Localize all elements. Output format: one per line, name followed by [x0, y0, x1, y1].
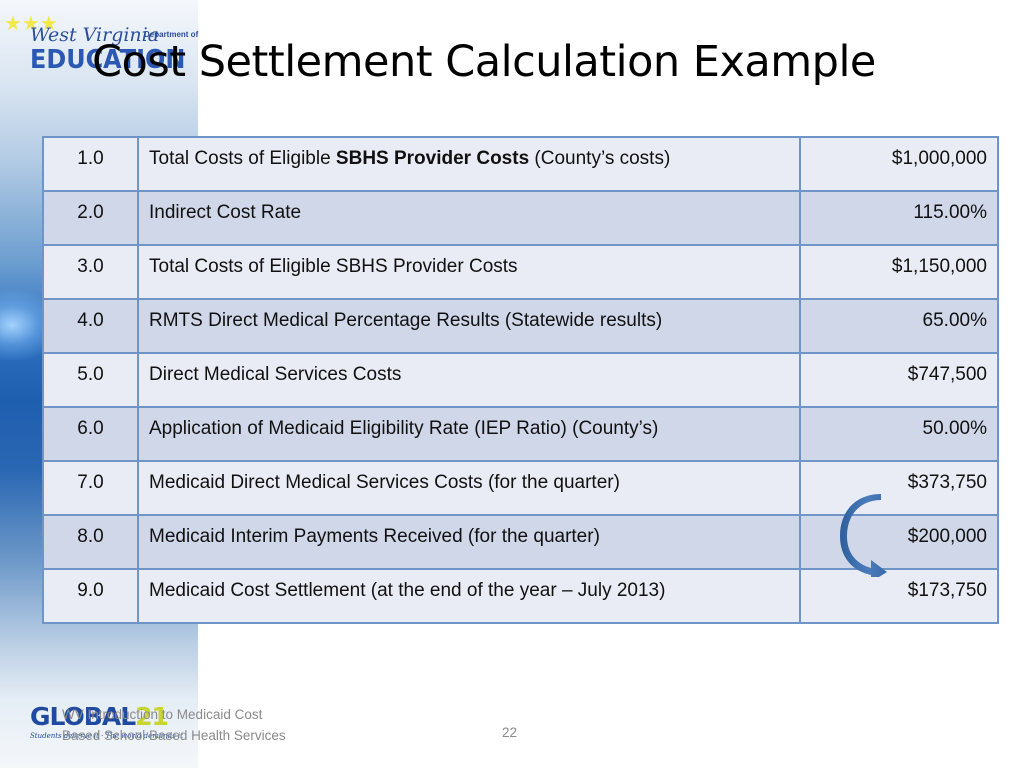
star-icon: ★★★: [4, 13, 58, 35]
table-row: 9.0 Medicaid Cost Settlement (at the end…: [42, 568, 999, 624]
table-row: 1.0 Total Costs of Eligible SBHS Provide…: [42, 136, 999, 192]
row-description: Medicaid Cost Settlement (at the end of …: [137, 568, 801, 624]
row-description: Medicaid Direct Medical Services Costs (…: [137, 460, 801, 516]
row-number: 9.0: [42, 568, 139, 624]
row-description: Indirect Cost Rate: [137, 190, 801, 246]
logo-edu-text: EDUCATION: [30, 45, 186, 75]
table-row: 5.0 Direct Medical Services Costs $747,5…: [42, 352, 999, 408]
logo-script-text: West Virginia: [30, 24, 160, 46]
row-value: $200,000: [799, 514, 999, 570]
row-description: RMTS Direct Medical Percentage Results (…: [137, 298, 801, 354]
curved-arrow-icon: [840, 494, 887, 577]
row-number: 7.0: [42, 460, 139, 516]
footer-text: WV Introduction to Medicaid Cost Based S…: [62, 707, 286, 743]
desc-prefix: Total Costs of Eligible: [149, 148, 336, 169]
row-value: 50.00%: [799, 406, 999, 462]
slide-title: Cost Settlement Calculation Example: [92, 37, 876, 87]
page-number: 22: [502, 725, 518, 740]
row-number: 5.0: [42, 352, 139, 408]
row-value: $747,500: [799, 352, 999, 408]
table-row: 6.0 Application of Medicaid Eligibility …: [42, 406, 999, 462]
row-description: Application of Medicaid Eligibility Rate…: [137, 406, 801, 462]
logo-word: GLOBAL: [30, 702, 136, 731]
table-row: 2.0 Indirect Cost Rate 115.00%: [42, 190, 999, 246]
table-row: 4.0 RMTS Direct Medical Percentage Resul…: [42, 298, 999, 354]
row-number: 6.0: [42, 406, 139, 462]
row-number: 4.0: [42, 298, 139, 354]
row-number: 3.0: [42, 244, 139, 300]
table-row: 7.0 Medicaid Direct Medical Services Cos…: [42, 460, 999, 516]
row-value: 115.00%: [799, 190, 999, 246]
row-value: $1,150,000: [799, 244, 999, 300]
row-description: Direct Medical Services Costs: [137, 352, 801, 408]
row-description: Total Costs of Eligible SBHS Provider Co…: [137, 244, 801, 300]
wv-education-logo: ★★★ West Virginia Department of EDUCATIO…: [4, 13, 198, 84]
logo-tagline: Students deserve it · The world demands …: [30, 732, 183, 740]
desc-suffix: (County’s costs): [529, 148, 671, 169]
row-value: 65.00%: [799, 298, 999, 354]
row-description: Total Costs of Eligible SBHS Provider Co…: [137, 136, 801, 192]
row-value: $373,750: [799, 460, 999, 516]
table-row: 8.0 Medicaid Interim Payments Received (…: [42, 514, 999, 570]
row-value: $173,750: [799, 568, 999, 624]
global21-logo: GLOBAL21 Students deserve it · The world…: [30, 702, 200, 750]
calculation-table: 1.0 Total Costs of Eligible SBHS Provide…: [42, 136, 999, 624]
logo-main: GLOBAL21: [30, 702, 169, 731]
table-row: 3.0 Total Costs of Eligible SBHS Provide…: [42, 244, 999, 300]
row-number: 8.0: [42, 514, 139, 570]
row-value: $1,000,000: [799, 136, 999, 192]
row-number: 2.0: [42, 190, 139, 246]
row-description: Medicaid Interim Payments Received (for …: [137, 514, 801, 570]
logo-dept-text: Department of: [144, 30, 199, 39]
desc-bold: SBHS Provider Costs: [335, 148, 530, 169]
logo-number: 21: [135, 702, 169, 731]
row-number: 1.0: [42, 136, 139, 192]
